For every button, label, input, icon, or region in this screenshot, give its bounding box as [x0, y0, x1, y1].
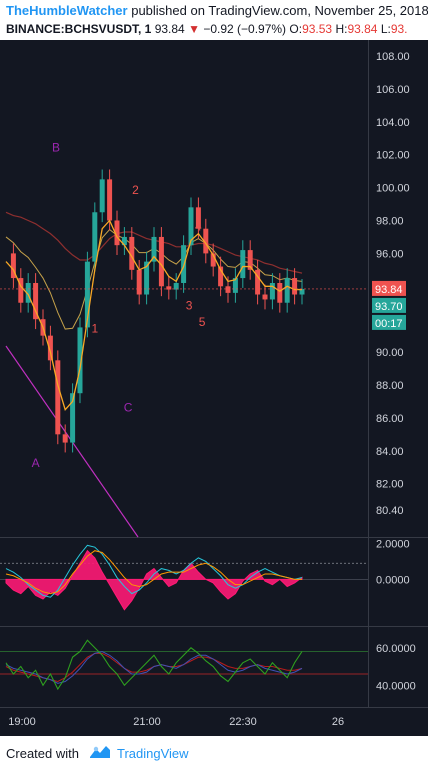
symbol-name: BINANCE:BCHSVUSDT, 1	[6, 22, 152, 36]
price-tick-label: 88.00	[376, 380, 404, 392]
time-tick-label: 22:30	[229, 716, 257, 728]
last-price: 93.84	[154, 22, 185, 36]
candle-body	[129, 236, 135, 270]
oscillator-green-line	[5, 639, 303, 691]
candle-body	[10, 253, 16, 279]
candle-body	[269, 283, 275, 300]
tradingview-brand[interactable]: TradingView	[117, 746, 189, 761]
candle-body	[210, 253, 216, 267]
time-tick-label: 21:00	[133, 716, 161, 728]
oscillator-tick-label: 40.0000	[376, 680, 416, 692]
price-tick-label: 96.00	[376, 248, 404, 260]
wave-label-purple: A	[32, 456, 40, 470]
price-tick-label: 106.00	[376, 84, 410, 96]
wave-label-purple: C	[124, 400, 133, 414]
ma-fast-line	[5, 219, 302, 411]
price-tick-label: 100.00	[376, 183, 410, 195]
candle-body	[284, 278, 290, 303]
candle-body	[218, 266, 224, 287]
price-tick-label: 108.00	[376, 51, 410, 63]
candle-body	[151, 236, 157, 262]
publish-line: TheHumbleWatcher published on TradingVie…	[6, 3, 428, 18]
wave-label-red: 1	[91, 321, 98, 335]
price-tick-label: 80.40	[376, 505, 404, 517]
candle-body	[55, 360, 61, 435]
candle-body	[173, 283, 179, 290]
created-with-text: Created with	[6, 746, 79, 761]
price-tick-label: 84.00	[376, 446, 404, 458]
price-tick-label: 82.00	[376, 479, 404, 491]
candle-body	[92, 212, 98, 262]
price-label-box	[372, 314, 406, 330]
price-tick-label: 104.00	[376, 117, 410, 129]
candle-body	[195, 207, 201, 229]
candle-body	[77, 327, 83, 394]
candle-body	[158, 236, 164, 287]
trading-chart[interactable]: 108.00 106.00 104.00 102.00 100.00 98.00 96.00…	[0, 40, 428, 736]
candle-body	[232, 278, 238, 293]
candle-body	[292, 278, 298, 295]
candle-body	[25, 283, 31, 303]
footer: Created with TradingView	[0, 736, 428, 771]
candle-body	[62, 434, 68, 443]
candle-body	[114, 220, 120, 246]
candle-body	[107, 179, 113, 221]
candle-body	[84, 261, 90, 328]
time-tick-label: 19:00	[8, 716, 36, 728]
time-tick-label: 26	[332, 716, 344, 728]
price-tick-label: 90.00	[376, 347, 404, 359]
down-arrow-icon: ▼	[188, 22, 200, 36]
candle-body	[181, 245, 187, 283]
candle-body	[144, 261, 150, 295]
tradingview-logo-icon	[90, 746, 110, 758]
high-value: 93.84	[347, 22, 378, 36]
candle-body	[70, 393, 76, 443]
candle-body	[299, 288, 305, 295]
symbol-line: BINANCE:BCHSVUSDT, 1 93.84 ▼ −0.92 (−0.9…	[6, 22, 408, 36]
price-label-box	[372, 297, 406, 313]
price-label-box	[372, 280, 406, 296]
histogram-tick-label: 2.0000	[376, 539, 410, 551]
price-tick-label: 98.00	[376, 215, 404, 227]
open-value: 93.53	[302, 22, 333, 36]
price-label-text: 00:17	[375, 318, 403, 330]
candle-body	[255, 269, 261, 295]
price-change: −0.92 (−0.97%)	[203, 22, 287, 36]
candle-body	[99, 179, 105, 213]
price-tick-label: 102.00	[376, 150, 410, 162]
published-text: published on TradingView.com, November 2…	[131, 3, 428, 18]
price-label-text: 93.84	[375, 284, 403, 296]
oscillator-tick-label: 60.0000	[376, 643, 416, 655]
candle-body	[240, 250, 246, 279]
price-tick-label: 86.00	[376, 413, 404, 425]
candle-body	[188, 207, 194, 246]
candle-body	[277, 283, 283, 303]
wave-label-purple: B	[52, 140, 60, 154]
low-label: L:	[380, 22, 391, 36]
wave-label-red: 5	[199, 315, 206, 329]
chart-header: TheHumbleWatcher published on TradingVie…	[0, 0, 428, 40]
histogram-slow-line	[5, 550, 302, 595]
candle-body	[225, 286, 231, 293]
candle-body	[166, 286, 172, 290]
candle-body	[18, 278, 24, 303]
oscillator-blue-line	[5, 650, 303, 684]
wave-label-red: 2	[132, 183, 139, 197]
candle-body	[33, 283, 39, 320]
candle-body	[47, 335, 53, 361]
candle-body	[121, 236, 127, 246]
candle-body	[136, 269, 142, 295]
open-label: O:	[289, 22, 303, 36]
wave-label-red: 3	[186, 298, 193, 312]
histogram-tick-label: 0.0000	[376, 574, 410, 586]
wave-label-red: 4	[195, 219, 202, 233]
candle-body	[203, 228, 209, 254]
low-value: 93.	[390, 22, 408, 36]
candle-body	[262, 294, 268, 300]
candle-body	[247, 250, 253, 270]
author-link[interactable]: TheHumbleWatcher	[6, 3, 128, 18]
high-label: H:	[335, 22, 348, 36]
price-label-text: 93.70	[375, 301, 403, 313]
